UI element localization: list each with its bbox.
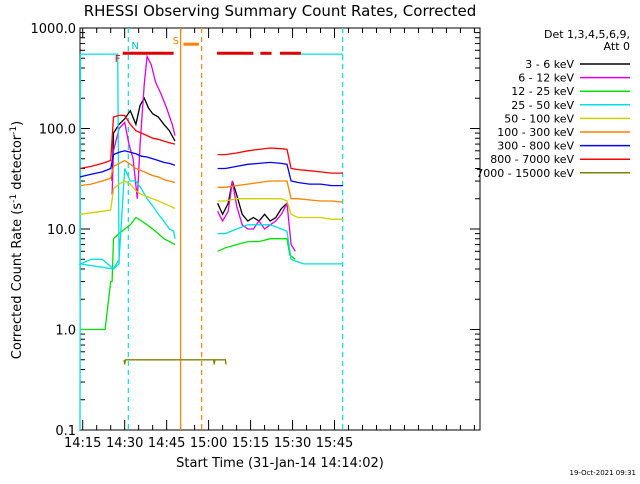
y-label-exp2: -1 [9,126,19,135]
x-tick-label: 15:00 [190,436,227,451]
x-tick-label: 15:30 [274,436,311,451]
series-line-7 [79,114,343,174]
y-tick-label: 100.0 [39,123,76,138]
footer-timestamp: 19-Oct-2021 09:31 [570,469,636,477]
y-label-exp1: -1 [9,194,19,203]
y-tick-label: 1000.0 [31,22,77,37]
legend-label-6: 300 - 800 keV [497,140,574,153]
chart-title: RHESSI Observing Summary Count Rates, Co… [84,2,477,20]
x-tick-label: 14:15 [64,436,101,451]
series-line-3 [78,53,343,431]
flag-label-F: F [115,54,121,65]
series-line-6 [79,150,343,187]
x-tick-label: 14:45 [148,436,185,451]
legend-header-line1: Det 1,3,4,5,6,9, [544,28,630,41]
x-tick-label: 15:45 [316,436,353,451]
series-line-2 [80,216,296,331]
series-line-5 [79,159,343,203]
x-axis-label: Start Time (31-Jan-14 14:14:02) [176,456,384,471]
legend-label-2: 12 - 25 keV [511,85,574,98]
y-label-end: ) [10,121,25,126]
legend-label-0: 3 - 6 keV [525,58,574,71]
legend-header-line2: Att 0 [604,40,630,53]
flag-label-S: S [173,36,179,47]
series-line-8 [123,359,227,365]
y-axis-label: Corrected Count Rate (s-1 detector-1) [9,121,25,359]
legend-label-5: 100 - 300 keV [497,126,574,139]
x-tick-label: 14:30 [106,436,143,451]
legend-label-8: 7000 - 15000 keV [476,167,574,180]
y-tick-label: 0.1 [55,424,76,439]
legend-label-3: 25 - 50 keV [511,99,574,112]
x-tick-label: 15:15 [232,436,269,451]
y-tick-label: 10.0 [47,223,76,238]
series-line-0 [111,96,288,222]
series-line-4 [79,180,343,220]
legend-label-7: 800 - 7000 keV [490,153,574,166]
flag-label-N: N [131,41,138,52]
plot-area: 1000.0 100.0 10.0 1.0 0.114:15 14:30 14:45 15:0… [31,22,481,451]
y-label-mid: detector [10,134,25,194]
y-tick-label: 1.0 [55,324,76,339]
legend-label-1: 6 - 12 keV [518,72,574,85]
y-label-main: Corrected Count Rate (s [10,203,25,360]
series-line-1 [111,54,296,252]
legend-label-4: 50 - 100 keV [504,112,574,125]
